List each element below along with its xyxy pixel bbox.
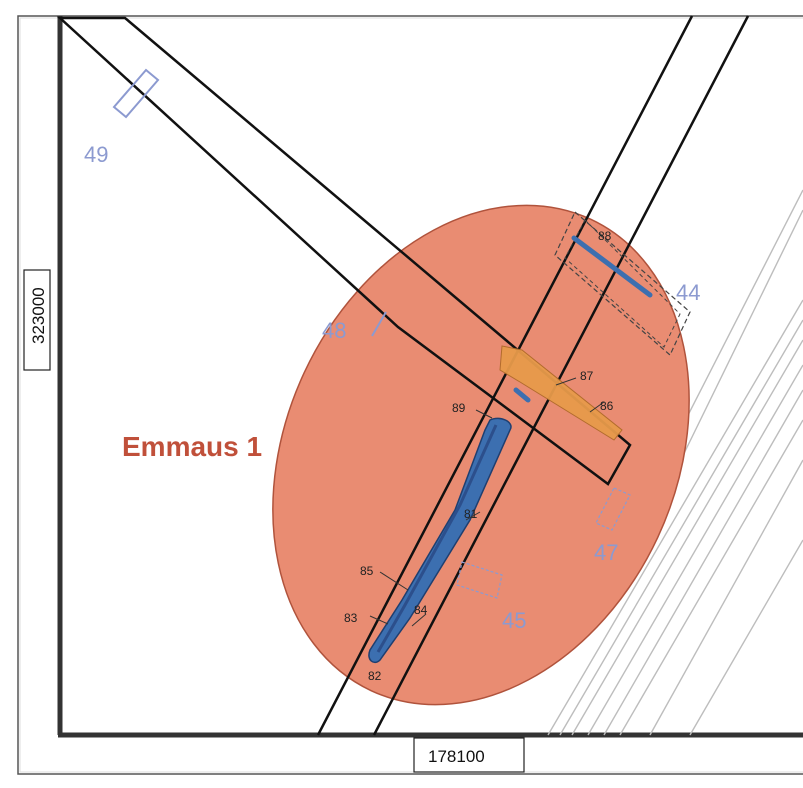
trench-sw-ne-right[interactable] (372, 15, 750, 736)
trench-diagonal-nw-se[interactable] (56, 16, 632, 486)
northing-label: 323000 (29, 287, 48, 344)
feature-label-88: 88 (598, 229, 612, 243)
feature-label-87: 87 (580, 369, 594, 383)
map-inner-frame (19, 17, 803, 773)
leader-lines (369, 377, 605, 627)
feature-label-81: 81 (464, 507, 478, 521)
feature-label-85: 85 (360, 564, 374, 578)
feature-label-86: 86 (600, 399, 614, 413)
feature-label-84: 84 (414, 603, 428, 617)
trench-label-49: 49 (84, 142, 108, 167)
site-label: Emmaus 1 (122, 431, 262, 462)
trench-sw-ne-left[interactable] (316, 15, 694, 736)
orange-feature[interactable] (499, 345, 623, 441)
northing-label-box (23, 269, 51, 371)
trench-label-44: 44 (676, 280, 700, 305)
trench-label-48: 48 (322, 318, 346, 343)
blue-feature-88[interactable] (571, 235, 653, 298)
trench-47-outline[interactable] (595, 487, 631, 531)
trench-label-45: 45 (502, 608, 526, 633)
blue-ditch-core (376, 424, 498, 653)
easting-label-box (413, 737, 525, 773)
feature-label-82: 82 (368, 669, 382, 683)
feature-label-89: 89 (452, 401, 466, 415)
feature-label-83: 83 (344, 611, 358, 625)
trench-44-outline-inner (564, 219, 681, 348)
trench-49-outline[interactable] (112, 68, 160, 119)
trench-48-mark (371, 311, 387, 337)
trench-45-outline[interactable] (456, 561, 503, 599)
contour-lines (547, 189, 803, 736)
trench-label-47: 47 (594, 540, 618, 565)
blue-feature-86[interactable] (513, 387, 531, 403)
easting-label: 178100 (428, 747, 485, 766)
trench-44-outline[interactable] (554, 211, 691, 356)
